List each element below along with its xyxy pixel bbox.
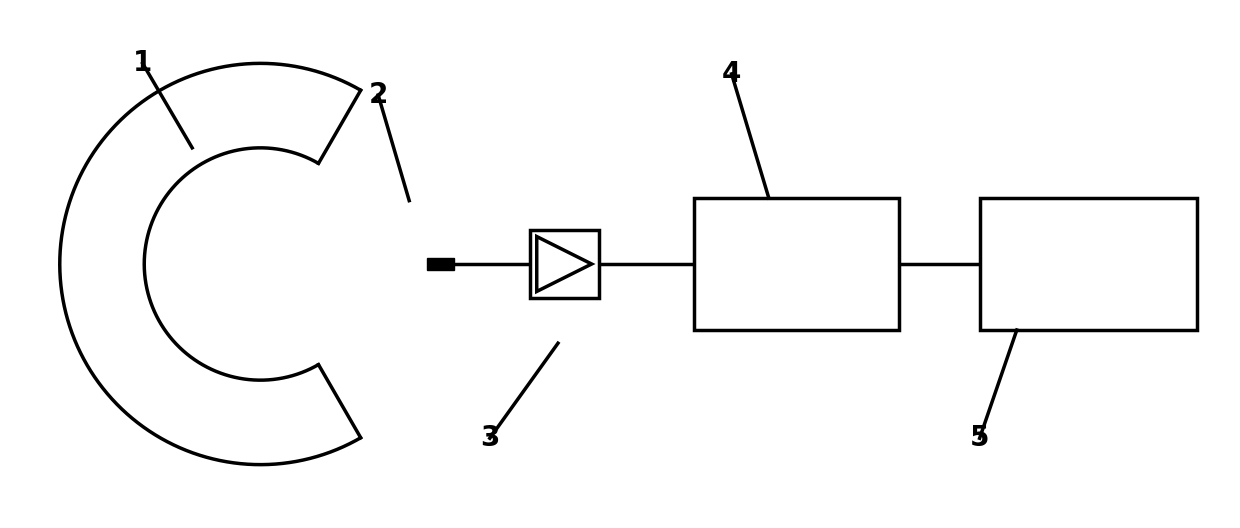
Polygon shape [537, 237, 591, 291]
Text: 5: 5 [970, 424, 990, 452]
Bar [529, 230, 599, 298]
Bar [427, 258, 454, 270]
Text: 2: 2 [368, 81, 388, 109]
Text: 4: 4 [722, 60, 742, 88]
Text: 1: 1 [133, 49, 153, 78]
Bar [694, 198, 899, 330]
Text: 3: 3 [480, 424, 500, 452]
Bar [980, 198, 1197, 330]
